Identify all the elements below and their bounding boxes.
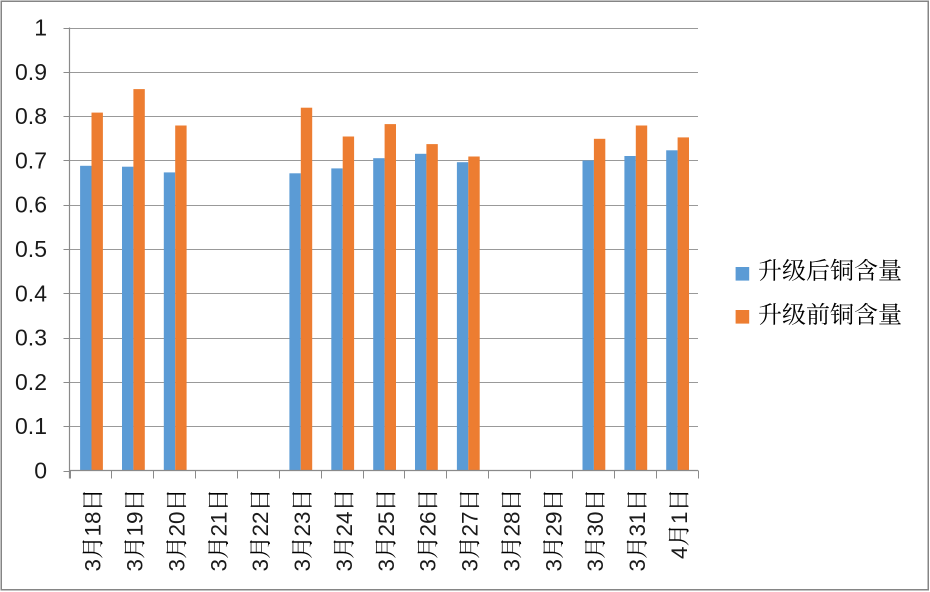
- svg-text:0.9: 0.9: [15, 59, 47, 85]
- svg-text:3: 3: [165, 559, 190, 572]
- svg-text:3: 3: [206, 559, 231, 572]
- svg-text:3: 3: [416, 559, 441, 572]
- svg-text:19: 19: [123, 511, 148, 536]
- svg-text:30: 30: [583, 511, 608, 536]
- svg-text:3: 3: [458, 559, 483, 572]
- svg-text:0.6: 0.6: [15, 192, 47, 218]
- svg-text:0.8: 0.8: [15, 103, 47, 129]
- svg-text:3: 3: [332, 559, 357, 572]
- svg-text:0.2: 0.2: [15, 369, 47, 395]
- svg-text:18: 18: [81, 511, 106, 536]
- svg-text:0.5: 0.5: [15, 236, 47, 262]
- svg-text:3: 3: [374, 559, 399, 572]
- svg-text:4: 4: [667, 546, 692, 559]
- svg-text:3: 3: [123, 559, 148, 572]
- svg-text:3: 3: [541, 559, 566, 572]
- svg-text:26: 26: [416, 511, 441, 536]
- svg-text:0.7: 0.7: [15, 147, 47, 173]
- svg-text:24: 24: [332, 511, 357, 536]
- svg-text:20: 20: [165, 511, 190, 536]
- svg-text:0.4: 0.4: [15, 280, 47, 306]
- svg-text:3: 3: [499, 559, 524, 572]
- svg-text:3: 3: [625, 559, 650, 572]
- svg-text:0.1: 0.1: [15, 413, 47, 439]
- svg-text:3: 3: [583, 559, 608, 572]
- svg-text:3: 3: [248, 559, 273, 572]
- svg-text:22: 22: [248, 511, 273, 536]
- svg-text:1: 1: [667, 511, 692, 524]
- svg-text:1: 1: [34, 15, 47, 41]
- svg-text:31: 31: [625, 511, 650, 536]
- svg-text:28: 28: [499, 511, 524, 536]
- svg-text:29: 29: [541, 511, 566, 536]
- svg-text:3: 3: [81, 559, 106, 572]
- svg-text:0: 0: [34, 458, 47, 484]
- svg-text:25: 25: [374, 511, 399, 536]
- svg-text:27: 27: [458, 511, 483, 536]
- svg-text:21: 21: [206, 511, 231, 536]
- svg-text:3: 3: [290, 559, 315, 572]
- svg-text:23: 23: [290, 511, 315, 536]
- svg-text:0.3: 0.3: [15, 325, 47, 351]
